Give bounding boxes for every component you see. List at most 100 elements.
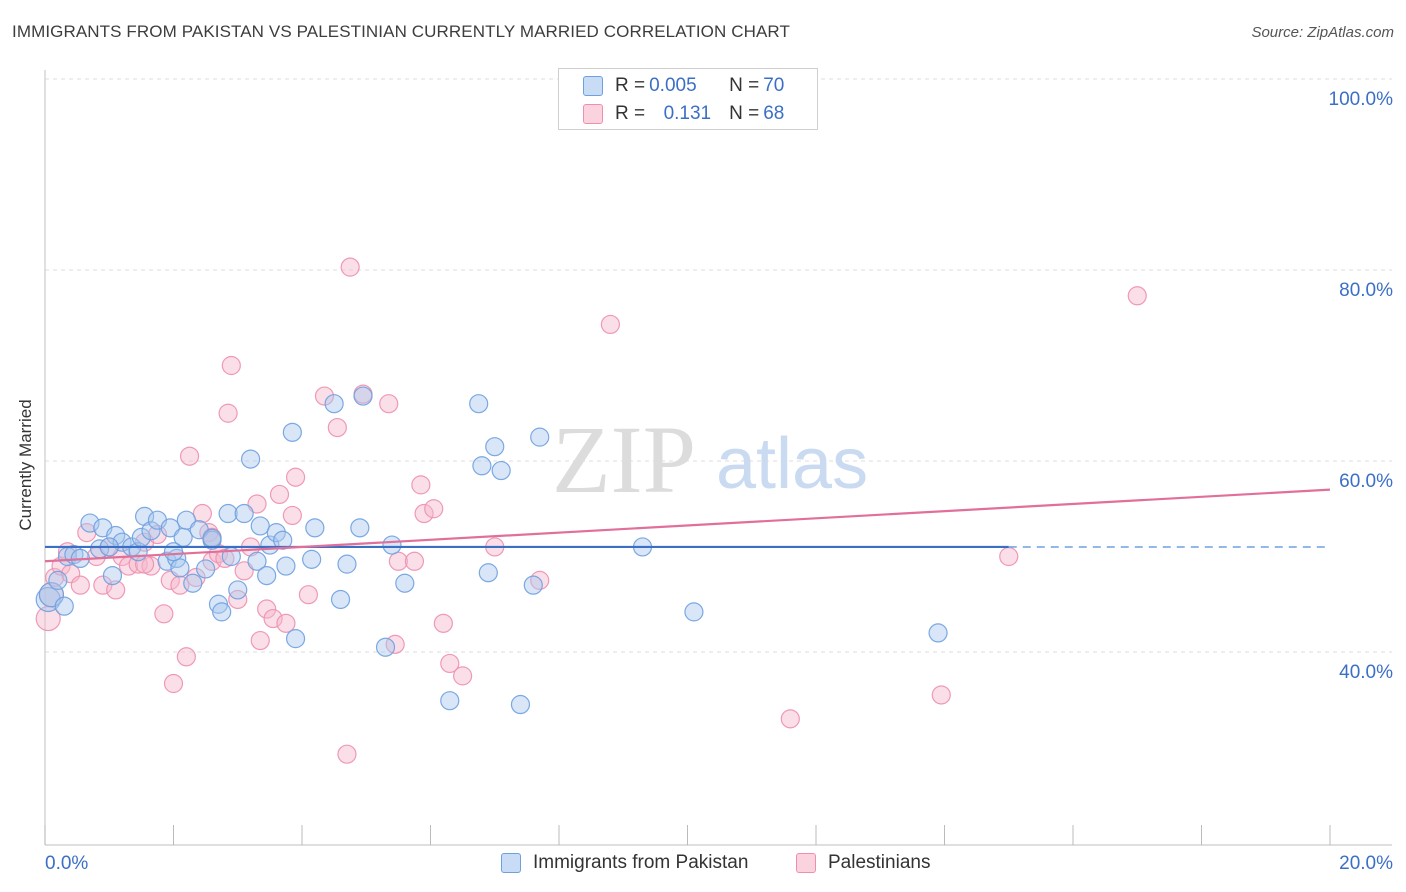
- legend-swatch-palestinians: [796, 853, 816, 873]
- palestinian-point: [440, 653, 460, 674]
- pakistan-point: [440, 691, 460, 711]
- pakistan-point: [353, 386, 373, 406]
- legend-r-value: 0.131: [663, 103, 712, 124]
- pakistan-point: [302, 549, 322, 569]
- palestinian-point: [263, 608, 283, 629]
- legend-n-value: 70: [763, 75, 785, 96]
- palestinian-point: [106, 580, 126, 600]
- y-tick-label: 100.0%: [1329, 89, 1394, 110]
- series-legend: Immigrants from Pakistan Palestinians: [0, 852, 1406, 878]
- pakistan-point: [395, 573, 415, 593]
- palestinian-point: [379, 394, 399, 414]
- palestinian-point: [282, 505, 302, 526]
- pakistan-point: [196, 559, 216, 579]
- pakistan-point: [684, 602, 704, 622]
- pakistan-point: [160, 518, 180, 538]
- palestinian-point: [276, 613, 296, 633]
- watermark-zip: ZIP: [552, 406, 696, 513]
- palestinian-point: [234, 561, 254, 581]
- y-tick-label: 40.0%: [1339, 662, 1393, 683]
- palestinian-point: [298, 585, 319, 605]
- legend-swatch-palestinians: [583, 104, 603, 124]
- palestinian-point: [247, 494, 267, 514]
- palestinian-point: [221, 355, 241, 376]
- pakistan-point: [218, 503, 238, 524]
- pakistan-point: [212, 602, 232, 622]
- legend-r-value: 0.005: [649, 75, 697, 96]
- y-axis-label: Currently Married: [16, 399, 35, 531]
- pakistan-point: [228, 580, 248, 600]
- pakistan-point: [134, 506, 155, 526]
- x-tick-label: 20.0%: [1339, 853, 1393, 874]
- palestinian-point: [780, 709, 800, 729]
- legend-swatch-pakistan: [583, 76, 603, 96]
- x-tick-label: 0.0%: [45, 853, 88, 874]
- palestinian-point: [154, 604, 174, 624]
- palestinian-point: [600, 314, 621, 335]
- legend-r-label: R =: [615, 75, 646, 96]
- trend-lines: [44, 488, 1331, 563]
- legend-item-label: Immigrants from Pakistan: [533, 852, 749, 873]
- chart-title: IMMIGRANTS FROM PAKISTAN VS PALESTINIAN …: [12, 22, 790, 41]
- palestinian-point: [340, 257, 360, 277]
- pakistan-point: [491, 460, 511, 481]
- palestinian-point: [453, 666, 473, 686]
- pakistan-point: [530, 427, 550, 447]
- pakistan-point: [257, 565, 277, 586]
- palestinian-point: [192, 503, 213, 524]
- palestinian-point: [411, 475, 431, 495]
- legend-item-palestinians[interactable]: Palestinians: [796, 852, 930, 874]
- stats-legend: R = 0.005 N = 70 R = 0.131 N = 68: [558, 68, 818, 130]
- palestinian-point: [45, 567, 65, 588]
- pakistan-point: [928, 623, 948, 643]
- pakistan-point: [176, 510, 196, 530]
- pakistan-point: [266, 523, 286, 543]
- pakistan-point: [305, 518, 325, 538]
- pakistan-point: [80, 513, 100, 533]
- source-credit: Source: ZipAtlas.com: [1251, 24, 1394, 41]
- pakistan-point: [170, 558, 190, 578]
- legend-n-label: N =: [729, 103, 760, 124]
- legend-item-pakistan[interactable]: Immigrants from Pakistan: [501, 852, 748, 874]
- palestinian-point: [388, 551, 408, 571]
- palestinian-point: [179, 446, 200, 466]
- pakistan-point: [247, 551, 267, 571]
- pakistan-point: [478, 563, 498, 583]
- legend-row-palestinians: R = 0.131 N = 68: [583, 101, 784, 127]
- palestinian-trend-line: [44, 488, 1331, 563]
- pakistan-point: [241, 449, 261, 469]
- watermark-atlas: atlas: [716, 424, 868, 504]
- pakistan-point: [250, 516, 270, 536]
- axes: [44, 70, 1392, 846]
- pakistan-point: [523, 575, 543, 595]
- pakistan-point: [48, 570, 68, 590]
- pakistan-point: [485, 437, 505, 457]
- pakistan-point: [472, 456, 492, 476]
- palestinian-point: [433, 613, 453, 633]
- palestinian-point: [70, 575, 90, 595]
- palestinian-point: [314, 386, 335, 406]
- y-axis-label-wrap: Currently Married: [4, 300, 48, 630]
- pakistan-point: [375, 637, 396, 657]
- pakistan-point: [276, 556, 296, 576]
- palestinian-point: [424, 499, 444, 519]
- pakistan-point: [273, 530, 293, 550]
- pakistan-point: [54, 596, 74, 616]
- pakistan-point: [102, 565, 123, 586]
- y-tick-label: 60.0%: [1339, 471, 1393, 492]
- palestinian-point: [931, 685, 951, 705]
- palestinian-point: [414, 503, 434, 524]
- palestinian-point: [404, 551, 425, 571]
- legend-n-label: N =: [729, 75, 760, 96]
- pakistan-point: [183, 573, 203, 593]
- palestinian-point: [337, 744, 357, 764]
- watermark: ZIP atlas: [552, 406, 868, 513]
- palestinian-point: [269, 484, 290, 505]
- pakistan-point: [382, 535, 402, 555]
- pakistan-point: [285, 629, 306, 649]
- palestinian-point: [163, 673, 184, 694]
- pakistan-point: [469, 394, 489, 414]
- palestinian-point: [327, 417, 347, 438]
- palestinian-point: [250, 630, 270, 651]
